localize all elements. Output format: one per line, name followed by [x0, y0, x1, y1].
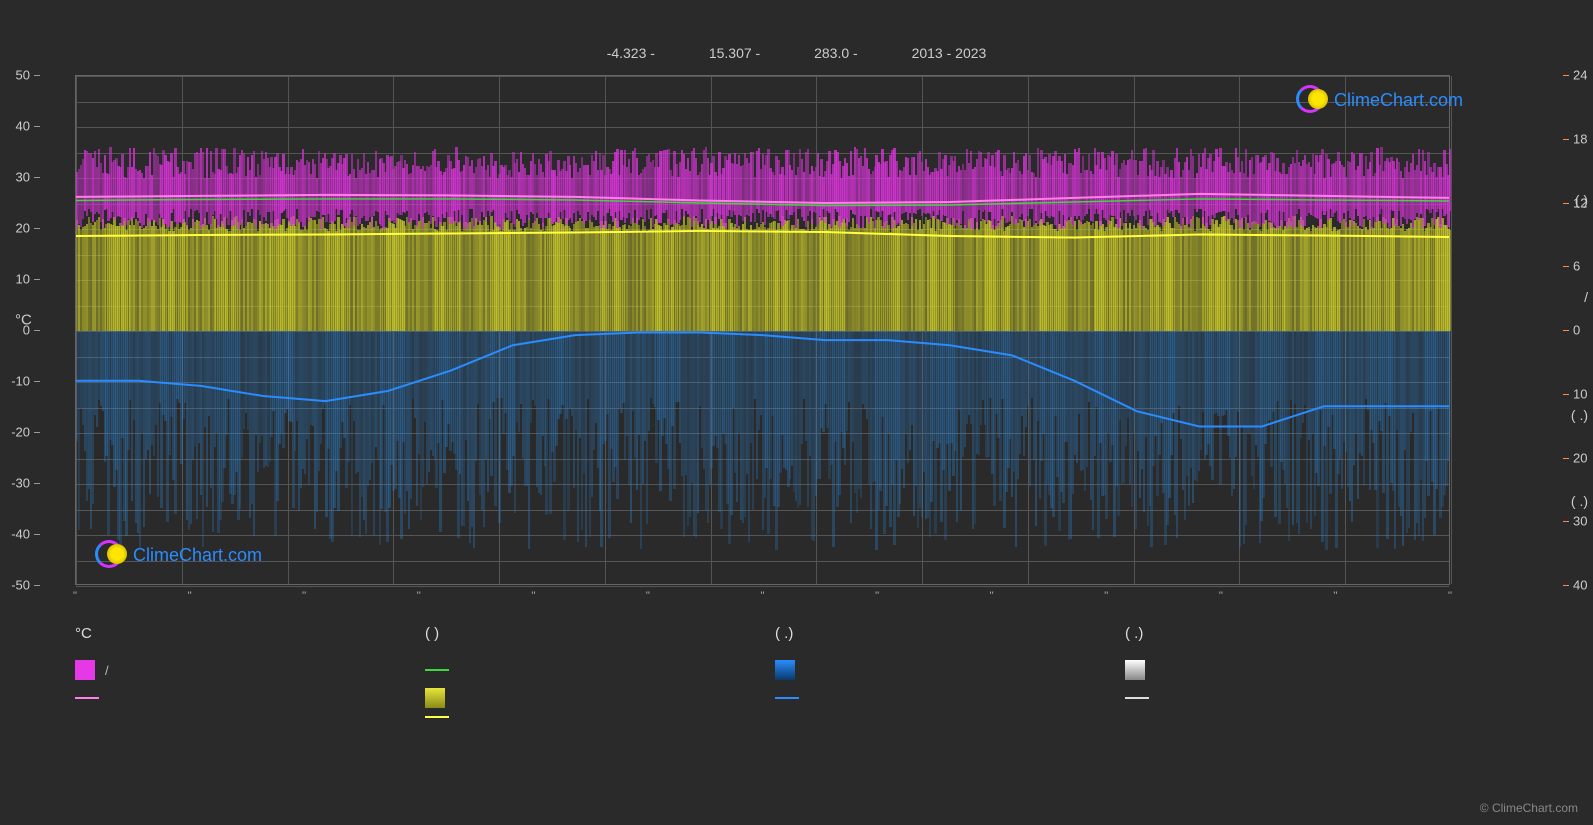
- legend-line-icon: [425, 669, 449, 671]
- y-right-tick: 18: [1573, 131, 1593, 146]
- legend-header-3: ( .): [775, 625, 1125, 642]
- legend-item: [775, 688, 1125, 708]
- x-tick: '': [302, 590, 306, 602]
- header-elev: 283.0 -: [814, 45, 858, 61]
- legend-item: [1125, 688, 1475, 708]
- y-left-tick: -40: [0, 527, 30, 542]
- x-tick: '': [1448, 590, 1452, 602]
- legend-item: [1125, 716, 1475, 718]
- logo-icon: [1296, 85, 1326, 115]
- y-right-tick: 24: [1573, 68, 1593, 83]
- x-tick: '': [417, 590, 421, 602]
- legend-line-icon: [425, 716, 449, 718]
- header-lon: 15.307 -: [709, 45, 760, 61]
- legend-line-icon: [1125, 697, 1149, 699]
- legend-header-temp: °C: [75, 625, 425, 642]
- y-left-tick: 20: [0, 221, 30, 236]
- legend-swatch-icon: [425, 688, 445, 708]
- x-tick: '': [1219, 590, 1223, 602]
- y-right-tick: 20: [1573, 450, 1593, 465]
- legend-item: [75, 716, 425, 718]
- brand-logo: ClimeChart.com: [1296, 85, 1463, 115]
- x-tick: '': [646, 590, 650, 602]
- legend-swatch-icon: [1125, 660, 1145, 680]
- logo-text: ClimeChart.com: [1334, 90, 1463, 111]
- legend-swatch-icon: [75, 660, 95, 680]
- y-right-tick: 30: [1573, 514, 1593, 529]
- legend-item: [425, 716, 775, 718]
- legend-item: [425, 660, 775, 680]
- y-right-tick: 0: [1573, 323, 1593, 338]
- y-left-tick: -50: [0, 578, 30, 593]
- header-years: 2013 - 2023: [912, 45, 987, 61]
- y-left-tick: -30: [0, 476, 30, 491]
- legend-swatch-icon: [775, 660, 795, 680]
- logo-text: ClimeChart.com: [133, 545, 262, 566]
- legend-item: [775, 716, 1125, 718]
- logo-icon: [95, 540, 125, 570]
- y-right-tick: 6: [1573, 259, 1593, 274]
- y-left-tick: -10: [0, 374, 30, 389]
- x-tick: '': [1333, 590, 1337, 602]
- legend-item: [775, 660, 1125, 680]
- legend-header-2: ( ): [425, 625, 775, 642]
- legend-row: [75, 716, 1475, 718]
- x-tick: '': [760, 590, 764, 602]
- y-right-paren-label: ( .): [1571, 493, 1588, 509]
- y-right-paren-label: /: [1584, 289, 1588, 305]
- legend-item: /: [75, 660, 425, 680]
- x-tick: '': [73, 590, 77, 602]
- legend-item: [425, 688, 775, 708]
- brand-logo: ClimeChart.com: [95, 540, 262, 570]
- legend-label: /: [105, 663, 109, 678]
- y-left-tick: 50: [0, 68, 30, 83]
- legend-line-icon: [775, 697, 799, 699]
- legend-row: [75, 688, 1475, 708]
- y-left-tick: -20: [0, 425, 30, 440]
- y-left-tick: 30: [0, 170, 30, 185]
- chart-plot-area: [75, 75, 1450, 585]
- legend: °C ( ) ( .) ( .) /: [75, 625, 1475, 726]
- x-tick: '': [187, 590, 191, 602]
- x-axis-ticks: '' '' '' '' '' '' '' '' '' '' '' '' '': [75, 590, 1450, 610]
- x-tick: '': [531, 590, 535, 602]
- x-tick: '': [1104, 590, 1108, 602]
- legend-header-4: ( .): [1125, 625, 1475, 642]
- y-left-tick: 40: [0, 119, 30, 134]
- legend-item: [75, 688, 425, 708]
- y-right-paren-label: ( .): [1571, 407, 1588, 423]
- copyright-text: © ClimeChart.com: [1480, 801, 1578, 815]
- legend-line-icon: [75, 697, 99, 699]
- x-tick: '': [875, 590, 879, 602]
- legend-item: [1125, 660, 1475, 680]
- chart-header: -4.323 - 15.307 - 283.0 - 2013 - 2023: [0, 45, 1593, 61]
- legend-row: /: [75, 660, 1475, 680]
- x-tick: '': [990, 590, 994, 602]
- y-left-tick: 10: [0, 272, 30, 287]
- legend-headers: °C ( ) ( .) ( .): [75, 625, 1475, 642]
- y-right-paren-label: ( ): [1575, 192, 1588, 208]
- y-left-tick: 0: [0, 323, 30, 338]
- y-right-tick: 40: [1573, 578, 1593, 593]
- header-lat: -4.323 -: [607, 45, 655, 61]
- y-right-tick: 10: [1573, 386, 1593, 401]
